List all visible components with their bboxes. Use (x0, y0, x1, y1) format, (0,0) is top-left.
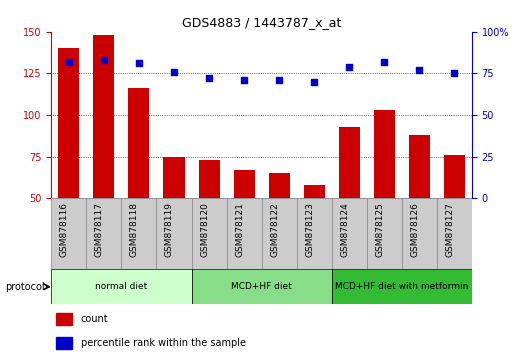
Bar (164, 156, 185, 198)
Point (415, 67, 423, 73)
Text: GSM878118: GSM878118 (130, 202, 139, 257)
Bar (191, 269, 332, 304)
Bar (55, 313, 72, 325)
Point (65, 59, 73, 65)
Text: GSM878117: GSM878117 (95, 202, 104, 257)
Point (170, 69, 178, 75)
Point (100, 57, 108, 63)
Text: GSM878127: GSM878127 (445, 202, 455, 257)
Bar (367, 198, 402, 269)
Bar (233, 170, 254, 198)
Point (205, 76, 213, 81)
Bar (269, 173, 290, 198)
Bar (58, 48, 80, 198)
Point (275, 77, 283, 83)
Text: GSM878120: GSM878120 (200, 202, 209, 257)
Bar (55, 337, 72, 349)
Bar (332, 269, 472, 304)
Point (345, 64, 353, 70)
Bar (93, 35, 114, 198)
Bar (86, 198, 122, 269)
Bar (199, 160, 220, 198)
Text: protocol: protocol (5, 282, 45, 292)
Text: GSM878126: GSM878126 (410, 202, 420, 257)
Bar (191, 198, 227, 269)
Point (240, 77, 248, 83)
Text: GSM878121: GSM878121 (235, 202, 244, 257)
Text: GSM878122: GSM878122 (270, 202, 279, 257)
Point (380, 59, 388, 65)
Bar (444, 155, 465, 198)
Point (310, 79, 318, 85)
Title: GDS4883 / 1443787_x_at: GDS4883 / 1443787_x_at (182, 16, 341, 29)
Text: percentile rank within the sample: percentile rank within the sample (81, 338, 246, 348)
Bar (227, 198, 262, 269)
Text: normal diet: normal diet (95, 282, 148, 291)
Bar (339, 127, 360, 198)
Bar (156, 198, 191, 269)
Text: MCD+HF diet with metformin: MCD+HF diet with metformin (335, 282, 468, 291)
Text: GSM878123: GSM878123 (305, 202, 314, 257)
Bar (332, 198, 367, 269)
Bar (122, 198, 156, 269)
Bar (409, 135, 430, 198)
Point (135, 61, 143, 66)
Bar (297, 198, 332, 269)
Text: GSM878116: GSM878116 (60, 202, 69, 257)
Bar (51, 269, 191, 304)
Bar (437, 198, 472, 269)
Bar (374, 110, 395, 198)
Point (450, 70, 459, 76)
Text: GSM878119: GSM878119 (165, 202, 174, 257)
Bar (402, 198, 437, 269)
Text: GSM878124: GSM878124 (340, 202, 349, 257)
Bar (304, 185, 325, 198)
Text: GSM878125: GSM878125 (376, 202, 384, 257)
Bar (262, 198, 297, 269)
Text: MCD+HF diet: MCD+HF diet (231, 282, 292, 291)
Bar (51, 198, 86, 269)
Text: count: count (81, 314, 108, 324)
Bar (128, 88, 149, 198)
